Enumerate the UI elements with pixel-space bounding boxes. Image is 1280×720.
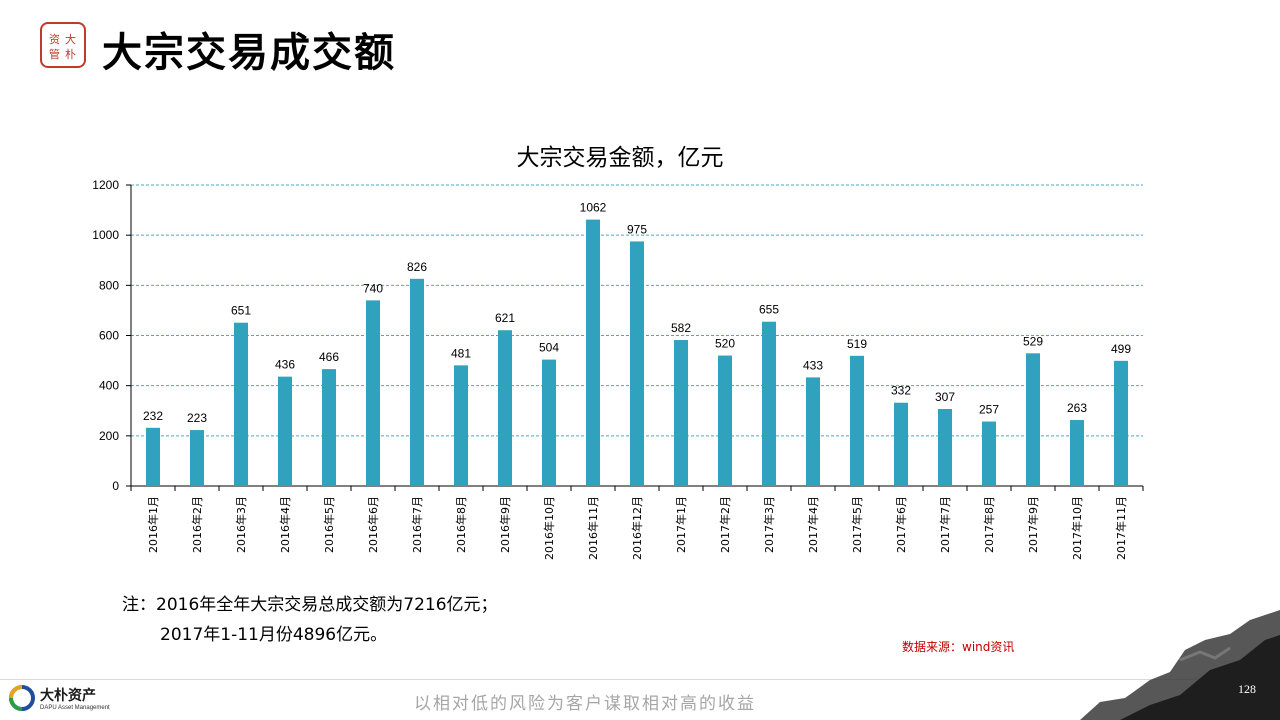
x-tick-label: 2017年11月	[1114, 496, 1128, 560]
bar	[894, 402, 908, 486]
data-label: 307	[935, 390, 955, 404]
note: 注：2016年全年大宗交易总成交额为7216亿元； 2017年1-11月份489…	[122, 590, 498, 650]
data-source: 数据来源：wind资讯	[902, 640, 1015, 654]
x-tick-label: 2016年9月	[498, 496, 512, 553]
svg-text:大: 大	[65, 32, 76, 46]
data-label: 332	[891, 384, 911, 398]
x-tick-label: 2017年3月	[762, 496, 776, 553]
page-number: 128	[1238, 682, 1256, 696]
bar	[498, 330, 512, 486]
x-tick-label: 2017年8月	[982, 496, 996, 553]
x-tick-label: 2016年11月	[586, 496, 600, 560]
x-tick-label: 2017年9月	[1026, 496, 1040, 553]
data-label: 582	[671, 321, 691, 335]
data-label: 520	[715, 337, 735, 351]
data-label: 223	[187, 411, 207, 425]
x-tick-label: 2016年8月	[454, 496, 468, 553]
x-tick-label: 2016年1月	[146, 496, 160, 553]
x-tick-label: 2016年5月	[322, 496, 336, 553]
x-tick-label: 2016年4月	[278, 496, 292, 553]
footer-slogan: 以相对低的风险为客户谋取相对高的收益	[414, 694, 756, 714]
data-label: 481	[451, 346, 471, 360]
bar	[234, 322, 248, 486]
data-label: 436	[275, 358, 295, 372]
data-label: 621	[495, 311, 515, 325]
data-label: 655	[759, 303, 779, 317]
bar	[146, 427, 160, 486]
note-line-1: 注：2016年全年大宗交易总成交额为7216亿元；	[122, 595, 498, 615]
bar	[366, 300, 380, 486]
bar	[806, 377, 820, 486]
x-tick-label: 2016年2月	[190, 496, 204, 553]
data-label: 499	[1111, 342, 1131, 356]
bar	[322, 369, 336, 486]
data-label: 257	[979, 403, 999, 417]
svg-text:管: 管	[49, 47, 60, 61]
dapu-logo-icon	[9, 685, 35, 711]
x-tick-label: 2016年7月	[410, 496, 424, 553]
bar	[190, 430, 204, 486]
data-label: 740	[363, 281, 383, 295]
bar	[982, 421, 996, 486]
y-tick-label: 0	[112, 479, 119, 493]
bar	[1070, 420, 1084, 486]
bar	[586, 219, 600, 487]
x-tick-label: 2016年12月	[630, 496, 644, 560]
data-label: 826	[407, 260, 427, 274]
company-english-name: DAPU Asset Management	[40, 705, 110, 711]
footer-divider	[0, 679, 1280, 680]
bar	[542, 359, 556, 486]
x-tick-label: 2017年6月	[894, 496, 908, 553]
svg-text:朴: 朴	[65, 47, 76, 61]
bar	[278, 376, 292, 486]
ink-landscape-decoration	[1080, 610, 1280, 720]
bar	[1114, 360, 1128, 486]
bar	[630, 241, 644, 486]
y-tick-label: 400	[99, 379, 119, 393]
data-label: 529	[1023, 334, 1043, 348]
data-label: 433	[803, 358, 823, 372]
bar	[1026, 353, 1040, 486]
bar-chart: 0 200 400 600 800 1000 1200 232 2016年1月 223 2016年2…	[92, 178, 1144, 560]
data-label: 466	[319, 350, 339, 364]
page-title: 大宗交易成交额	[102, 30, 396, 76]
bar	[410, 278, 424, 486]
y-tick-label: 600	[99, 329, 119, 343]
y-tick-label: 1200	[92, 178, 119, 192]
x-tick-label: 2017年5月	[850, 496, 864, 553]
x-tick-label: 2016年3月	[234, 496, 248, 553]
x-tick-label: 2017年7月	[938, 496, 952, 553]
x-tick-label: 2017年10月	[1070, 496, 1084, 560]
data-label: 1062	[580, 201, 607, 215]
bar	[718, 355, 732, 486]
x-tick-label: 2017年1月	[674, 496, 688, 553]
data-label: 504	[539, 341, 559, 355]
bar	[938, 408, 952, 486]
chart-title: 大宗交易金额，亿元	[516, 145, 724, 171]
y-tick-label: 200	[99, 429, 119, 443]
seal-logo-icon: 资 大 管 朴	[49, 32, 76, 61]
bar	[762, 321, 776, 486]
note-line-2: 2017年1-11月份4896亿元。	[160, 625, 388, 645]
x-tick-label: 2017年2月	[718, 496, 732, 553]
y-tick-label: 800	[99, 278, 119, 292]
data-label: 651	[231, 304, 251, 318]
svg-text:资: 资	[49, 33, 60, 46]
company-logo: 大朴资产 DAPU Asset Management	[8, 684, 110, 712]
data-label: 975	[627, 222, 647, 236]
company-name: 大朴资产	[40, 688, 96, 704]
bar	[850, 355, 864, 486]
data-label: 263	[1067, 401, 1087, 415]
x-tick-label: 2017年4月	[806, 496, 820, 553]
seal-logo: 资 大 管 朴	[40, 22, 86, 68]
data-label: 232	[143, 409, 163, 423]
x-tick-label: 2016年6月	[366, 496, 380, 553]
bar	[454, 365, 468, 486]
data-label: 519	[847, 337, 867, 351]
bar	[674, 340, 688, 486]
y-tick-label: 1000	[92, 228, 119, 242]
x-tick-label: 2016年10月	[542, 496, 556, 560]
